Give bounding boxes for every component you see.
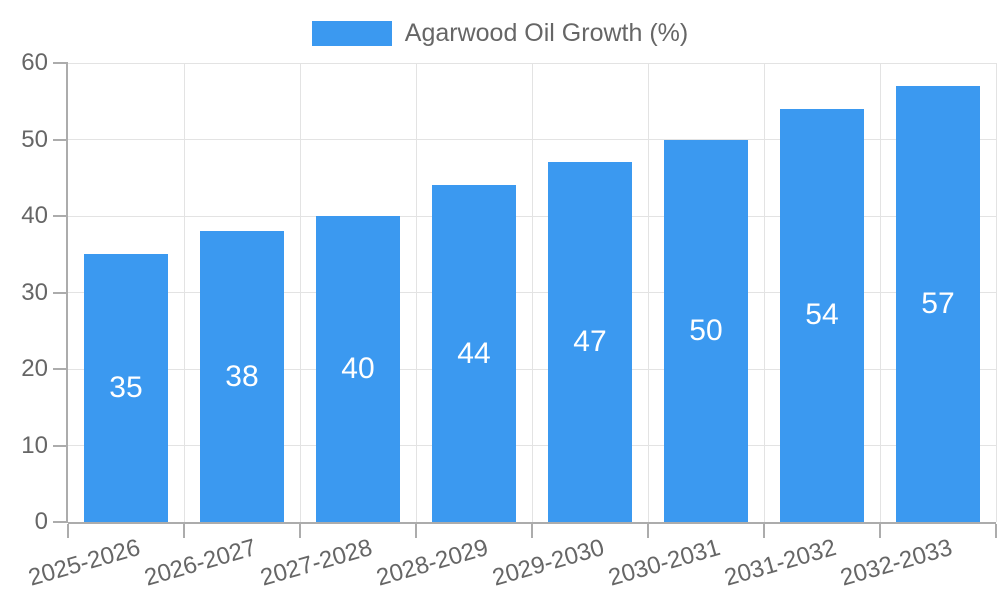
x-tick-label: 2025-2026 [25, 534, 144, 592]
x-tick-label: 2031-2032 [721, 534, 840, 592]
y-tick-label: 40 [21, 202, 48, 229]
bar[interactable] [200, 231, 284, 522]
bar-value-label: 38 [225, 359, 259, 393]
bar-value-label: 54 [805, 298, 839, 332]
y-tick-label: 50 [21, 125, 48, 153]
x-gridline [647, 63, 649, 522]
y-tick [53, 521, 68, 523]
x-tick [183, 524, 185, 538]
legend: Agarwood Oil Growth (%) [0, 19, 1000, 48]
x-gridline [299, 63, 301, 522]
x-tick-label: 2028-2029 [373, 534, 492, 592]
x-gridline [531, 63, 533, 522]
bar-value-label: 57 [921, 286, 955, 320]
y-tick [53, 368, 68, 370]
y-axis-line [66, 63, 68, 522]
y-tick [53, 62, 68, 64]
y-tick-label: 30 [21, 278, 48, 306]
x-tick [879, 524, 881, 538]
y-tick-label: 20 [21, 355, 48, 382]
legend-label: Agarwood Oil Growth (%) [404, 19, 689, 47]
bar[interactable] [548, 162, 632, 522]
y-tick-label: 0 [34, 508, 48, 535]
x-tick [299, 524, 301, 538]
x-gridline [763, 63, 765, 522]
legend-swatch-icon [311, 21, 392, 46]
y-tick [53, 215, 68, 217]
x-gridline [183, 63, 185, 522]
x-tick-label: 2032-2033 [837, 534, 956, 592]
x-tick-label: 2030-2031 [605, 534, 724, 592]
x-gridline [415, 63, 417, 522]
bar[interactable] [316, 216, 400, 522]
y-tick [53, 444, 68, 447]
y-tick-label: 10 [21, 431, 48, 459]
bar[interactable] [896, 85, 980, 522]
x-tick-label: 2026-2027 [141, 534, 260, 592]
y-tick-label: 60 [21, 49, 48, 76]
bar[interactable] [84, 254, 168, 522]
x-tick [67, 524, 69, 538]
x-gridline [879, 63, 881, 522]
bar-value-label: 35 [109, 371, 143, 405]
x-gridline [995, 63, 997, 522]
y-tick [53, 291, 68, 294]
bar[interactable] [432, 185, 516, 522]
y-tick [53, 138, 68, 141]
x-tick-label: 2029-2030 [489, 534, 608, 592]
x-tick [995, 524, 997, 538]
bar[interactable] [664, 139, 748, 522]
bar-value-label: 40 [341, 352, 375, 385]
x-tick [531, 524, 533, 538]
x-axis-line [68, 522, 996, 524]
bar[interactable] [780, 108, 864, 522]
x-tick [415, 524, 417, 538]
bar-value-label: 50 [689, 313, 723, 347]
bar-value-label: 44 [457, 336, 491, 370]
x-tick [763, 524, 765, 538]
legend-item[interactable]: Agarwood Oil Growth (%) [311, 19, 689, 48]
bar-value-label: 47 [573, 325, 607, 359]
x-tick [647, 524, 649, 538]
x-tick-label: 2027-2028 [257, 534, 376, 592]
